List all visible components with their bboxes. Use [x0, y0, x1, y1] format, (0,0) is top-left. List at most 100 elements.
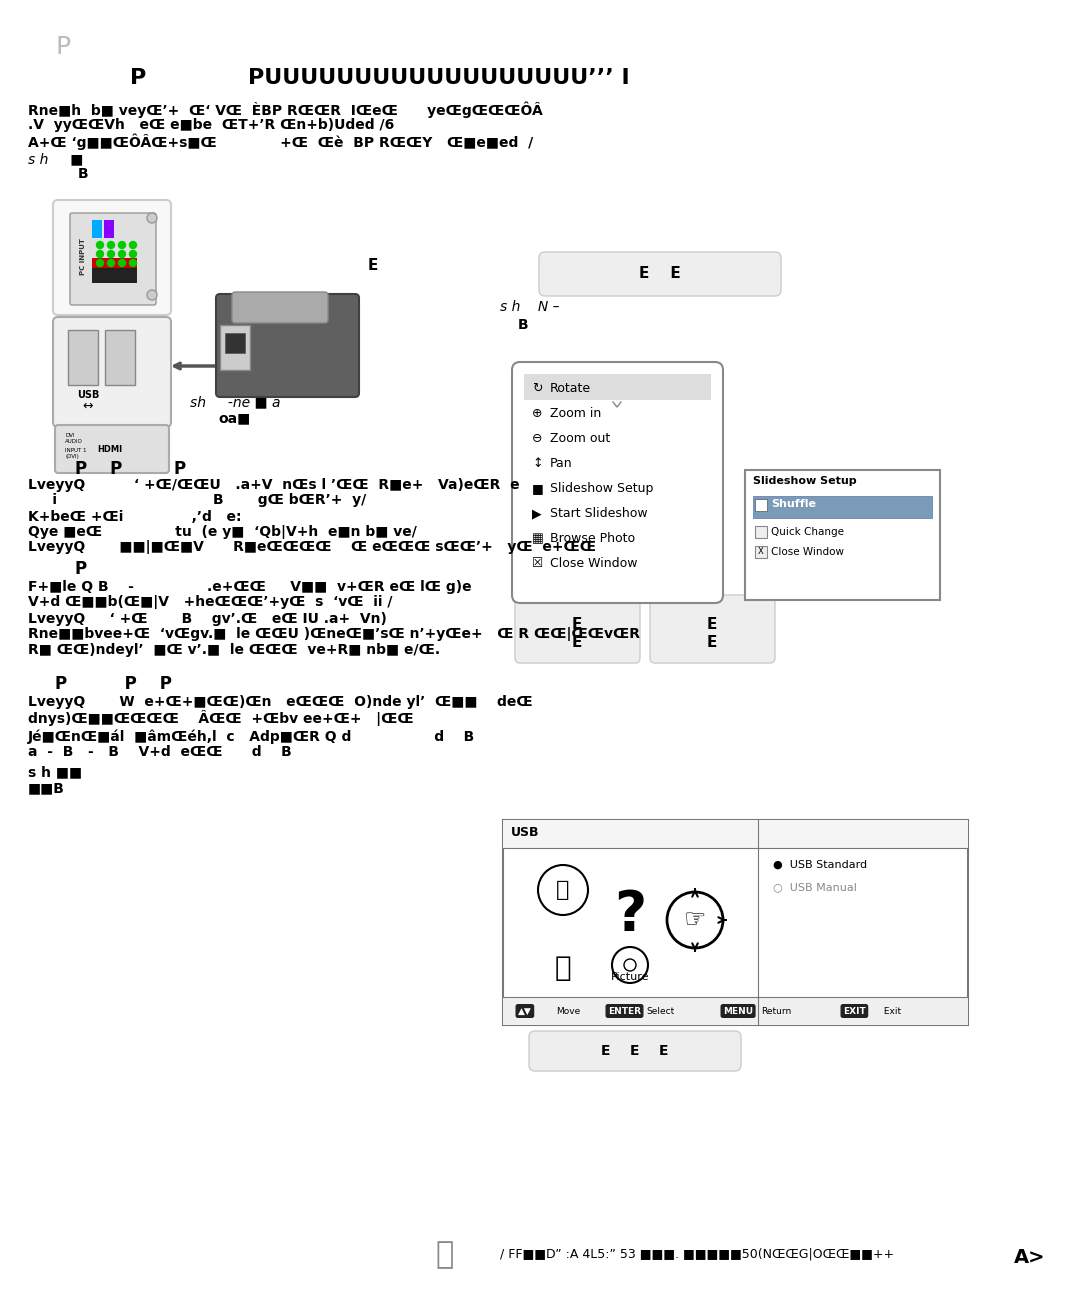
Text: ●  USB Standard: ● USB Standard [773, 860, 867, 871]
Text: ↕: ↕ [532, 458, 542, 471]
Text: Slideshow Setup: Slideshow Setup [550, 482, 653, 496]
Text: Rne■h  b■ veyŒ’+  Œ‘ VŒ  ÈBP RŒŒR  IŒeŒ      yeŒgŒŒŒÔÂ: Rne■h b■ veyŒ’+ Œ‘ VŒ ÈBP RŒŒR IŒeŒ yeŒg… [28, 102, 543, 118]
Text: ▦: ▦ [532, 532, 543, 545]
Text: .V  yyŒŒVh   eŒ e■be  ŒT+’R Œn+b)Uded /6: .V yyŒŒVh eŒ e■be ŒT+’R Œn+b)Uded /6 [28, 118, 394, 132]
Text: P    P         P: P P P [75, 460, 186, 479]
Text: ☒: ☒ [532, 557, 543, 570]
Text: P: P [55, 35, 70, 59]
Text: E: E [571, 617, 582, 632]
Text: E: E [706, 617, 717, 632]
Bar [92, 267, 137, 283]
Circle shape [147, 290, 157, 300]
Text: Jé■ŒnŒ■ál  ■âmŒéh,l  c   Adp■ŒR Q d                 d    B: Jé■ŒnŒ■ál ■âmŒéh,l c Adp■ŒR Q d d B [28, 730, 475, 745]
Text: / FF■■D” :A 4L5:” 53 ■■■. ■■■■■50(NŒŒG|OŒŒ■■++: / FF■■D” :A 4L5:” 53 ■■■. ■■■■■50(NŒŒG|O… [500, 1248, 894, 1261]
Text: Shuffle: Shuffle [771, 499, 816, 509]
Bar [68, 330, 98, 385]
Text: s h    N –: s h N – [500, 300, 559, 315]
FancyBboxPatch shape [53, 201, 171, 315]
Text: LveyyQ          ‘ +Œ/ŒŒU   .a+V  nŒs l ’ŒŒ  R■e+   Va)eŒR  e: LveyyQ ‘ +Œ/ŒŒU .a+V nŒs l ’ŒŒ R■e+ Va)e… [28, 479, 519, 492]
FancyBboxPatch shape [512, 362, 723, 603]
Text: EXIT: EXIT [843, 1007, 866, 1016]
Text: ↔: ↔ [83, 400, 93, 413]
Circle shape [130, 250, 136, 257]
Text: 🎬: 🎬 [555, 954, 571, 982]
Text: dnys)Œ■■ŒŒŒŒ    ÂŒŒ  +Œbv ee+Œ+   |ŒŒ: dnys)Œ■■ŒŒŒŒ ÂŒŒ +Œbv ee+Œ+ |ŒŒ [28, 711, 414, 726]
Text: sh     -ne ■ a: sh -ne ■ a [190, 395, 281, 409]
Text: K+beŒ +Œi              ,’d   e:: K+beŒ +Œi ,’d e: [28, 510, 242, 524]
Text: P: P [130, 68, 146, 88]
Text: Exit: Exit [881, 1007, 901, 1016]
Text: USB: USB [511, 826, 540, 839]
Text: Picture: Picture [611, 971, 649, 982]
Circle shape [130, 260, 136, 266]
Circle shape [119, 260, 125, 266]
Text: B: B [518, 319, 528, 332]
Text: ▶: ▶ [532, 507, 542, 520]
Text: P          P    P: P P P [55, 675, 172, 694]
Text: LveyyQ     ‘ +Œ       B    gv’.Œ   eŒ IU .a+  Vn): LveyyQ ‘ +Œ B gv’.Œ eŒ IU .a+ Vn) [28, 612, 387, 625]
Text: DVI
AUDIO: DVI AUDIO [65, 433, 83, 444]
Bar [220, 325, 249, 370]
Text: V+d Œ■■b(Œ■|V   +heŒŒŒ’+yŒ  s  ‘vŒ  ii /: V+d Œ■■b(Œ■|V +heŒŒŒ’+yŒ s ‘vŒ ii / [28, 595, 392, 610]
Circle shape [96, 241, 104, 249]
Bar [92, 220, 102, 239]
Text: A>: A> [1014, 1248, 1045, 1266]
Text: Qye ■eŒ               tu  (e y■  ‘Qb|V+h  e■n b■ ve/: Qye ■eŒ tu (e y■ ‘Qb|V+h e■n b■ ve/ [28, 524, 417, 539]
Text: USB: USB [77, 389, 99, 400]
Circle shape [119, 250, 125, 257]
Text: Browse Photo: Browse Photo [550, 532, 635, 545]
Text: 🖱: 🖱 [436, 1240, 454, 1269]
FancyBboxPatch shape [515, 595, 640, 663]
Text: Zoom in: Zoom in [550, 406, 602, 420]
Text: E: E [368, 258, 378, 273]
Text: Pan: Pan [550, 458, 572, 471]
Circle shape [130, 241, 136, 249]
Text: LveyyQ       ■■|■Œ■V      R■eŒŒŒŒ    Œ eŒŒŒ sŒŒ’+   yŒ  e+ŒŒ: LveyyQ ■■|■Œ■V R■eŒŒŒŒ Œ eŒŒŒ sŒŒ’+ yŒ e… [28, 540, 596, 555]
Bar [755, 526, 767, 538]
Text: a  -  B   -   B    V+d  eŒŒ      d    B: a - B - B V+d eŒŒ d B [28, 745, 292, 759]
Text: s h ■■: s h ■■ [28, 766, 82, 779]
Text: ↻: ↻ [532, 382, 542, 395]
FancyBboxPatch shape [216, 294, 359, 397]
Bar [753, 496, 932, 518]
Text: MENU: MENU [723, 1007, 753, 1016]
Bar [745, 471, 940, 600]
Bar [92, 258, 137, 267]
Text: Close Window: Close Window [550, 557, 637, 570]
Text: LveyyQ       W  e+Œ+■ŒŒ)Œn   eŒŒŒ  O)nde yl’  Œ■■    deŒ: LveyyQ W e+Œ+■ŒŒ)Œn eŒŒŒ O)nde yl’ Œ■■ d… [28, 695, 532, 709]
Text: Start Slideshow: Start Slideshow [550, 507, 648, 520]
Text: ENTER: ENTER [608, 1007, 642, 1016]
FancyBboxPatch shape [70, 212, 156, 305]
Text: Zoom out: Zoom out [550, 433, 610, 444]
Text: ☞: ☞ [684, 909, 706, 932]
Text: E: E [571, 635, 582, 650]
Text: INPUT 1
(DVI): INPUT 1 (DVI) [65, 448, 86, 459]
FancyBboxPatch shape [53, 317, 171, 427]
Bar [105, 330, 135, 385]
Text: ○  USB Manual: ○ USB Manual [773, 882, 856, 891]
Bar [225, 333, 245, 353]
Text: Quick Change: Quick Change [771, 527, 843, 538]
Text: ■: ■ [532, 482, 543, 496]
Circle shape [119, 241, 125, 249]
Circle shape [624, 960, 636, 971]
Text: s h     ■: s h ■ [28, 152, 83, 166]
Text: X: X [758, 547, 764, 556]
Text: PC INPUT: PC INPUT [80, 239, 86, 275]
FancyBboxPatch shape [650, 595, 775, 663]
Circle shape [108, 250, 114, 257]
Text: Rotate: Rotate [550, 382, 591, 395]
Text: ?: ? [613, 888, 646, 943]
Text: ⏰: ⏰ [556, 880, 569, 899]
Circle shape [96, 250, 104, 257]
FancyBboxPatch shape [539, 252, 781, 296]
Bar [755, 545, 767, 558]
Text: Return: Return [761, 1007, 792, 1016]
Bar [755, 499, 767, 511]
Circle shape [147, 212, 157, 223]
Text: E: E [706, 635, 717, 650]
FancyBboxPatch shape [529, 1030, 741, 1071]
Circle shape [108, 260, 114, 266]
Bar [104, 220, 114, 239]
Text: Rne■■bvee+Œ  ‘vŒgv.■  le ŒŒU )ŒneŒ■’sŒ n’+yŒe+   Œ R ŒŒ|ŒŒvŒR: Rne■■bvee+Œ ‘vŒgv.■ le ŒŒU )ŒneŒ■’sŒ n’+… [28, 627, 640, 641]
